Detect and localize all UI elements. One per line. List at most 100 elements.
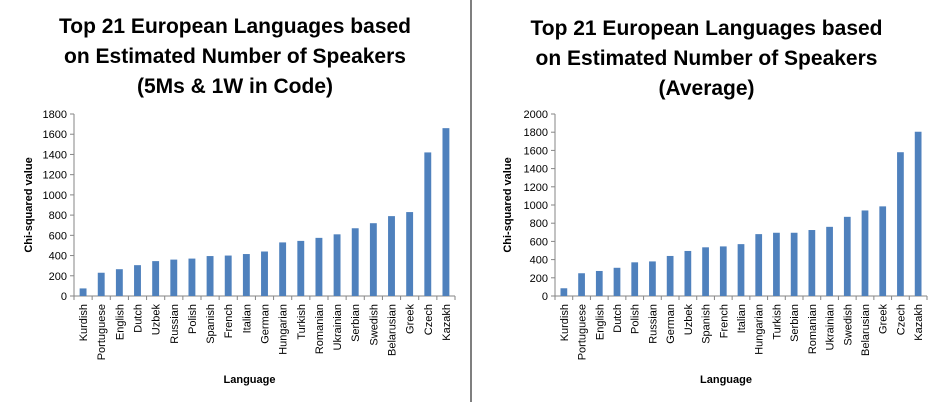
y-axis-title: Chi-squared value xyxy=(502,157,514,252)
title-line-1: Top 21 European Languages based xyxy=(530,17,883,40)
y-tick-label: 2000 xyxy=(524,109,548,121)
bar-portuguese xyxy=(578,273,585,296)
x-tick-label: Italian xyxy=(241,304,253,333)
x-tick-label: Polish xyxy=(630,304,642,334)
x-tick-label: Russian xyxy=(169,304,181,344)
bar-uzbek xyxy=(684,250,692,296)
x-tick-label: Greek xyxy=(878,304,890,334)
bar-polish xyxy=(631,262,639,296)
bar-ukrainian xyxy=(333,234,341,296)
bar-italian xyxy=(242,254,250,296)
x-tick-label: Turkish xyxy=(296,304,308,340)
bar-kurdish xyxy=(79,288,87,296)
bar-belarusian xyxy=(388,216,395,296)
bar-swedish xyxy=(369,223,377,296)
x-tick-label: Spanish xyxy=(205,304,217,344)
x-tick-label: Romanian xyxy=(807,304,819,354)
bar-turkish xyxy=(297,240,305,296)
y-tick-label: 800 xyxy=(530,218,548,230)
y-tick-label: 600 xyxy=(49,230,67,242)
y-tick-label: 400 xyxy=(530,255,548,267)
bar-dutch xyxy=(134,265,141,296)
bar-czech xyxy=(424,152,432,296)
bar-spanish xyxy=(206,256,214,296)
x-tick-label: Spanish xyxy=(701,304,713,344)
x-tick-label: Turkish xyxy=(771,304,783,340)
bar-german xyxy=(666,255,674,296)
x-tick-label: Ukrainian xyxy=(332,304,344,350)
x-tick-label: Hungarian xyxy=(754,304,766,355)
x-tick-label: Swedish xyxy=(842,304,854,346)
x-tick-label: Czech xyxy=(895,304,907,335)
bar-kazakh xyxy=(914,131,922,296)
bar-turkish xyxy=(773,232,780,296)
x-tick-label: Italian xyxy=(736,304,748,333)
x-tick-label: Kurdish xyxy=(78,304,90,341)
x-axis-title: Language xyxy=(700,374,752,386)
y-tick-label: 1600 xyxy=(43,129,67,141)
y-tick-label: 0 xyxy=(61,291,67,303)
y-tick-label: 1800 xyxy=(524,127,548,139)
y-tick-label: 1000 xyxy=(43,190,67,202)
title-line-1: Top 21 European Languages based xyxy=(58,15,412,38)
y-tick-label: 1800 xyxy=(43,109,67,121)
x-tick-label: French xyxy=(223,304,235,338)
x-tick-label: Serbian xyxy=(789,304,801,342)
chart-svg: 0 200 400 600 800 1000 1200 1400 1600 1800 Kurdish… xyxy=(23,109,456,386)
x-tick-label: Dutch xyxy=(133,304,145,333)
bar-russian xyxy=(649,261,656,296)
x-tick-label: Ukrainian xyxy=(825,304,837,350)
bar-greek xyxy=(879,206,887,296)
x-axis-title: Language xyxy=(224,374,276,386)
bar-italian xyxy=(737,244,745,296)
title-line-2: on Estimated Number of Speakers xyxy=(64,45,406,68)
x-tick-label: English xyxy=(114,304,126,340)
bar-hungarian xyxy=(279,242,287,296)
y-tick-label: 0 xyxy=(542,291,548,303)
bar-dutch xyxy=(613,267,621,296)
bar-uzbek xyxy=(152,261,160,296)
bar-french xyxy=(224,255,232,296)
x-tick-label: Belarusian xyxy=(860,304,872,356)
chart-title: Top 21 European Languages based on Estim… xyxy=(472,14,941,104)
y-axis-title: Chi-squared value xyxy=(23,157,35,252)
title-line-3: (5Ms & 1W in Code) xyxy=(136,75,333,98)
y-tick-label: 1000 xyxy=(524,200,548,212)
x-tick-label: Hungarian xyxy=(278,304,290,355)
bar-kazakh xyxy=(442,128,450,296)
x-tick-label: Kazakh xyxy=(441,304,453,341)
bar-french xyxy=(719,246,727,296)
chart-right: Top 21 European Languages based on Estim… xyxy=(472,0,941,402)
bar-belarusian xyxy=(861,210,869,296)
x-tick-label: German xyxy=(260,304,272,344)
bar-czech xyxy=(897,152,904,296)
x-tick-label: Swedish xyxy=(368,304,380,346)
x-tick-label: Romanian xyxy=(314,304,326,354)
bar-german xyxy=(261,251,268,296)
x-tick-label: Polish xyxy=(187,304,199,334)
bar-english xyxy=(595,270,603,296)
y-tick-label: 1200 xyxy=(524,182,548,194)
bar-romanian xyxy=(808,230,816,296)
x-tick-label: English xyxy=(594,304,606,340)
bar-kurdish xyxy=(560,288,568,296)
x-tick-label: French xyxy=(718,304,730,338)
y-tick-label: 800 xyxy=(49,210,67,222)
x-tick-label: Kurdish xyxy=(559,304,571,341)
x-tick-label: Uzbek xyxy=(683,304,695,336)
bar-serbian xyxy=(351,228,359,296)
chart-left: Top 21 European Languages based on Estim… xyxy=(0,0,470,402)
x-tick-label: Dutch xyxy=(612,304,624,333)
chart-title: Top 21 European Languages based on Estim… xyxy=(0,12,470,102)
bar-greek xyxy=(406,212,414,296)
y-tick-label: 1200 xyxy=(43,170,67,182)
x-tick-label: Uzbek xyxy=(151,304,163,336)
bar-spanish xyxy=(702,247,709,296)
y-tick-label: 1600 xyxy=(524,145,548,157)
y-tick-label: 1400 xyxy=(524,164,548,176)
bar-serbian xyxy=(790,232,798,296)
x-tick-label: Russian xyxy=(647,304,659,344)
y-tick-label: 200 xyxy=(49,271,67,283)
bar-ukrainian xyxy=(826,226,833,296)
x-tick-label: Portuguese xyxy=(577,304,589,360)
